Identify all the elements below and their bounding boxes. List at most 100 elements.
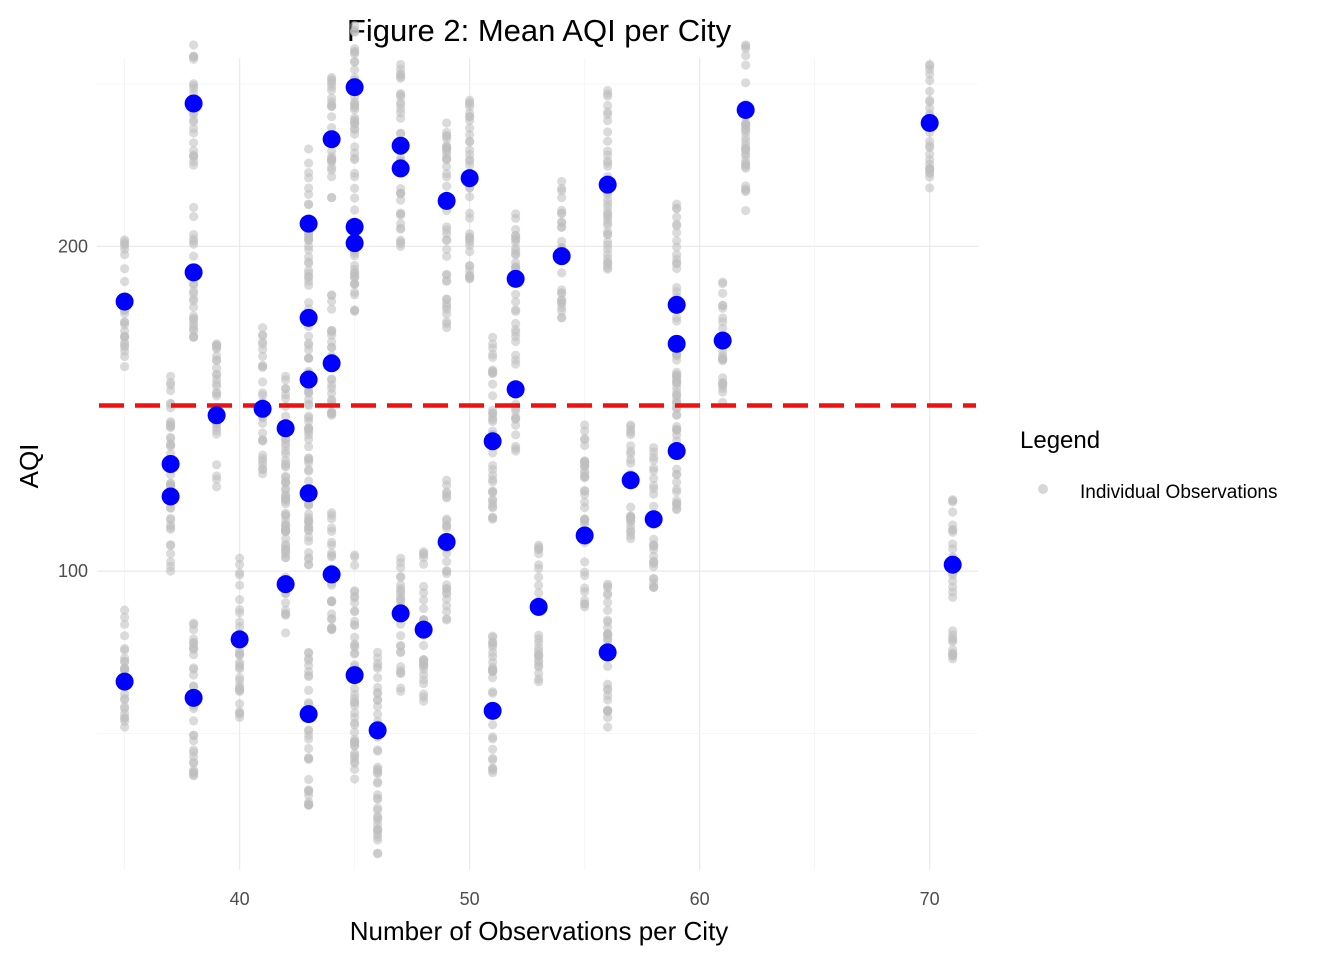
x-tick-labels: 40 50 60 70 xyxy=(230,889,940,909)
observation-point xyxy=(718,277,728,287)
observation-point xyxy=(626,458,636,468)
observation-point xyxy=(603,227,613,237)
observation-point xyxy=(281,438,291,449)
observation-point xyxy=(603,679,613,689)
observation-point xyxy=(925,142,935,153)
mean-point xyxy=(207,406,226,425)
observation-point xyxy=(649,466,659,476)
observation-point xyxy=(442,557,452,567)
observation-point xyxy=(189,288,199,299)
observation-point xyxy=(741,144,751,154)
observation-point xyxy=(488,464,498,475)
observation-point xyxy=(304,353,314,363)
observation-point xyxy=(442,235,452,246)
observation-point xyxy=(557,288,567,298)
observation-point xyxy=(396,683,406,693)
observation-point xyxy=(350,683,360,694)
observation-point xyxy=(350,648,360,658)
observation-point xyxy=(189,51,199,61)
observation-point xyxy=(442,568,452,579)
observation-point xyxy=(212,460,222,470)
observation-point xyxy=(649,480,659,491)
observation-point xyxy=(304,189,314,199)
observation-point xyxy=(396,553,406,563)
observation-point xyxy=(488,477,498,487)
observation-point xyxy=(603,254,613,264)
observation-point xyxy=(488,487,498,497)
observation-point xyxy=(419,678,429,689)
observation-point xyxy=(511,246,521,256)
observation-point xyxy=(626,512,636,522)
observation-point xyxy=(488,503,498,513)
observation-point xyxy=(557,222,567,232)
observation-point xyxy=(350,20,360,31)
observation-point xyxy=(534,646,544,656)
observation-point xyxy=(189,716,199,726)
observation-point xyxy=(419,588,429,598)
observation-point xyxy=(235,553,245,563)
mean-point xyxy=(345,234,364,253)
observation-point xyxy=(396,594,406,604)
observation-point xyxy=(350,620,360,630)
mean-point xyxy=(299,308,318,327)
observation-point xyxy=(304,258,314,268)
observation-point xyxy=(327,408,337,419)
observation-point xyxy=(281,499,291,509)
observation-point xyxy=(120,643,130,654)
observation-point xyxy=(189,758,199,768)
observation-point xyxy=(718,373,728,383)
observation-point xyxy=(281,411,291,421)
observation-point xyxy=(212,482,222,492)
observation-point xyxy=(488,367,498,377)
observation-point xyxy=(948,626,958,636)
mean-point xyxy=(345,666,364,685)
observation-point xyxy=(419,547,429,557)
observation-point xyxy=(534,588,544,598)
observation-point xyxy=(350,183,360,194)
observation-point xyxy=(465,111,475,122)
observation-point xyxy=(396,68,406,79)
observation-point xyxy=(327,374,337,384)
mean-point xyxy=(736,100,755,119)
observation-point xyxy=(603,85,613,96)
observation-point xyxy=(741,181,751,191)
observation-point xyxy=(235,648,245,658)
observation-point xyxy=(396,129,406,139)
observation-point xyxy=(511,359,521,369)
observation-point xyxy=(465,237,475,247)
observation-point xyxy=(327,101,337,111)
observation-point xyxy=(925,75,935,86)
observation-point xyxy=(396,580,406,590)
observation-point xyxy=(304,241,314,251)
observation-point xyxy=(580,595,590,605)
x-tick-label: 60 xyxy=(690,889,710,909)
observation-point xyxy=(948,525,958,535)
mean-point xyxy=(391,136,410,155)
observation-point xyxy=(718,347,728,357)
observation-point xyxy=(557,176,567,187)
mean-point xyxy=(667,334,686,353)
observation-point xyxy=(741,206,751,216)
observation-point xyxy=(419,603,429,614)
observation-point xyxy=(120,665,130,675)
observation-point xyxy=(396,195,406,205)
observation-point xyxy=(350,205,360,215)
observation-point xyxy=(741,133,751,143)
mean-point xyxy=(667,442,686,461)
observation-point xyxy=(189,202,199,213)
observation-point xyxy=(120,605,130,615)
observation-point xyxy=(350,597,360,608)
mean-point xyxy=(184,263,203,282)
observation-point xyxy=(350,65,360,75)
observation-point xyxy=(373,647,383,657)
observation-point xyxy=(350,272,360,282)
observation-point xyxy=(511,350,521,360)
mean-point xyxy=(644,510,663,529)
observation-point xyxy=(465,229,475,239)
observation-point xyxy=(120,619,130,629)
observation-point xyxy=(603,635,613,645)
grid-lines xyxy=(97,58,978,870)
observation-point xyxy=(373,701,383,712)
observation-point xyxy=(189,311,199,321)
observation-point xyxy=(488,391,498,401)
